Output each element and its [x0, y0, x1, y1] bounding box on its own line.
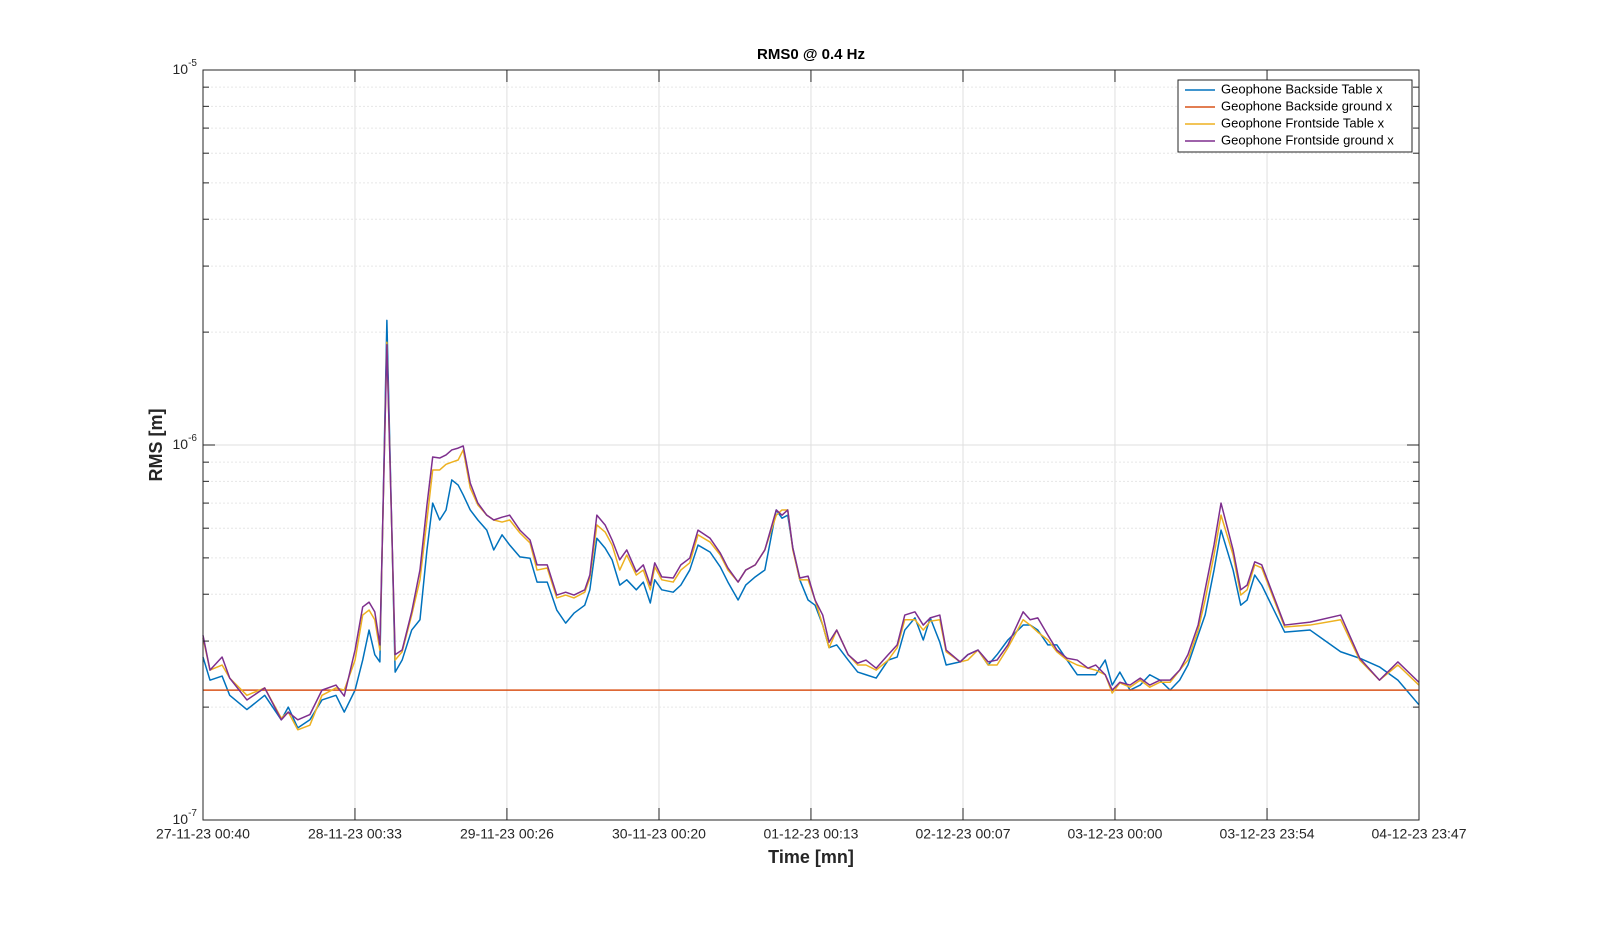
y-tick-label: 10-6	[173, 433, 198, 452]
series-line	[202, 319, 1420, 729]
x-tick-label: 29-11-23 00:26	[460, 826, 554, 842]
x-tick-label: 02-12-23 00:07	[916, 826, 1011, 842]
x-tick-label: 30-11-23 00:20	[612, 826, 706, 842]
legend-label: Geophone Frontside ground x	[1221, 132, 1394, 147]
legend-label: Geophone Backside ground x	[1221, 98, 1393, 113]
ticks: 27-11-23 00:40 28-11-23 00:33 29-11-23 00:…	[156, 58, 1467, 842]
y-tick-label: 10-7	[173, 808, 198, 827]
x-tick-label: 27-11-23 00:40	[156, 826, 250, 842]
legend-label: Geophone Frontside Table x	[1221, 115, 1385, 130]
legend-label: Geophone Backside Table x	[1221, 81, 1383, 96]
x-tick-label: 04-12-23 23:47	[1372, 826, 1467, 842]
x-tick-label: 03-12-23 00:00	[1067, 826, 1162, 842]
legend-box	[1177, 79, 1413, 153]
legend: Geophone Backside Table x Geophone Backsi…	[1177, 79, 1413, 153]
y-axis-label: RMS [m]	[146, 409, 166, 482]
y-tick-label: 10-5	[173, 58, 198, 77]
lines	[202, 319, 1420, 731]
x-axis-label: Time [mn]	[768, 847, 854, 867]
x-tick-label: 03-12-23 23:54	[1220, 826, 1315, 842]
series-line	[202, 344, 1420, 721]
x-tick-label: 28-11-23 00:33	[308, 826, 402, 842]
chart-title: RMS0 @ 0.4 Hz	[757, 46, 865, 63]
x-tick-label: 01-12-23 00:13	[763, 826, 858, 842]
